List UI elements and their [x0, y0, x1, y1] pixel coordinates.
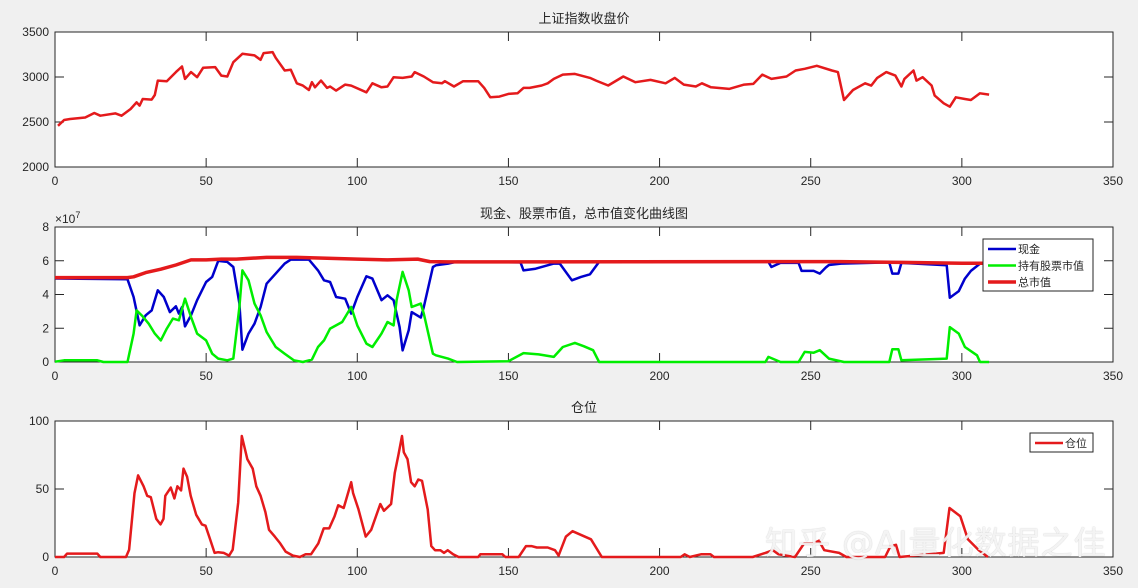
y-tick-label: 0 — [42, 550, 49, 564]
series-line-series-1 — [54, 258, 990, 352]
x-tick-label: 50 — [199, 369, 213, 383]
y-tick-label: 3500 — [22, 25, 49, 39]
series-line-price — [57, 50, 990, 127]
x-tick-label: 200 — [650, 174, 670, 188]
series-line-series-3 — [55, 255, 990, 280]
exponent-base: ×10 — [55, 212, 76, 226]
y-exponent-label: ×107 — [55, 210, 80, 226]
y-tick-label: 6 — [42, 254, 49, 268]
x-tick-label: 350 — [1103, 174, 1123, 188]
x-tick-label: 100 — [347, 564, 367, 578]
subplot-title: 现金、股票市值，总市值变化曲线图 — [480, 206, 688, 222]
legend-label: 仓位 — [1065, 436, 1087, 450]
series-line-series-2 — [54, 269, 990, 364]
x-tick-label: 200 — [650, 369, 670, 383]
axes-box — [54, 31, 1114, 168]
legend-label: 总市值 — [1018, 275, 1051, 289]
legend-label: 现金 — [1018, 242, 1040, 256]
y-tick-label: 2 — [42, 321, 49, 335]
y-tick-label: 2000 — [22, 160, 49, 174]
x-tick-label: 0 — [52, 174, 59, 188]
subplot-title: 仓位 — [571, 401, 597, 416]
subplot-3: 仓位 0 50 100 150 200 250 300 350 0 50 100 仓位 — [29, 401, 1123, 578]
x-tick-label: 250 — [801, 369, 821, 383]
x-tick-label: 300 — [952, 174, 972, 188]
x-tick-label: 0 — [52, 369, 59, 383]
subplot-1: 上证指数收盘价 0 50 100 150 200 250 300 350 2000 2500 3000… — [22, 11, 1123, 188]
legend-label: 持有股票市值 — [1018, 259, 1084, 273]
axes-box — [54, 226, 1114, 363]
subplot-2: 现金、股票市值，总市值变化曲线图 0 50 100 150 200 250 300 350 0 2 4… — [42, 206, 1123, 383]
x-tick-label: 250 — [801, 564, 821, 578]
y-tick-label: 100 — [29, 414, 49, 428]
x-tick-label: 350 — [1103, 369, 1123, 383]
x-tick-label: 350 — [1103, 564, 1123, 578]
y-tick-label: 2500 — [22, 115, 49, 129]
x-tick-label: 200 — [650, 564, 670, 578]
x-tick-label: 50 — [199, 564, 213, 578]
x-tick-label: 150 — [498, 369, 518, 383]
x-tick-label: 50 — [199, 174, 213, 188]
legend: 仓位 — [1029, 432, 1094, 453]
y-tick-label: 4 — [42, 288, 49, 302]
axes-box — [54, 420, 1114, 558]
x-tick-label: 150 — [498, 564, 518, 578]
x-tick-label: 0 — [52, 564, 59, 578]
series-line-series-1 — [55, 434, 989, 559]
y-tick-label: 3000 — [22, 70, 49, 84]
x-tick-label: 100 — [347, 369, 367, 383]
watermark: 知乎 @AI量化数据之佳 — [765, 524, 1107, 562]
x-tick-label: 100 — [347, 174, 367, 188]
subplot-title: 上证指数收盘价 — [538, 11, 629, 27]
x-tick-label: 300 — [952, 564, 972, 578]
x-tick-label: 300 — [952, 369, 972, 383]
y-tick-label: 8 — [42, 220, 49, 234]
exponent-power: 7 — [75, 210, 80, 220]
x-tick-label: 150 — [498, 174, 518, 188]
y-tick-label: 50 — [36, 482, 50, 496]
x-tick-label: 250 — [801, 174, 821, 188]
y-tick-label: 0 — [42, 355, 49, 369]
